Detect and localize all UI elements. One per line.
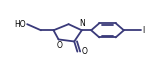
Text: HO: HO	[14, 20, 26, 29]
Text: O: O	[56, 41, 62, 50]
Text: N: N	[80, 19, 85, 28]
Text: O: O	[82, 47, 88, 56]
Text: I: I	[143, 26, 145, 35]
